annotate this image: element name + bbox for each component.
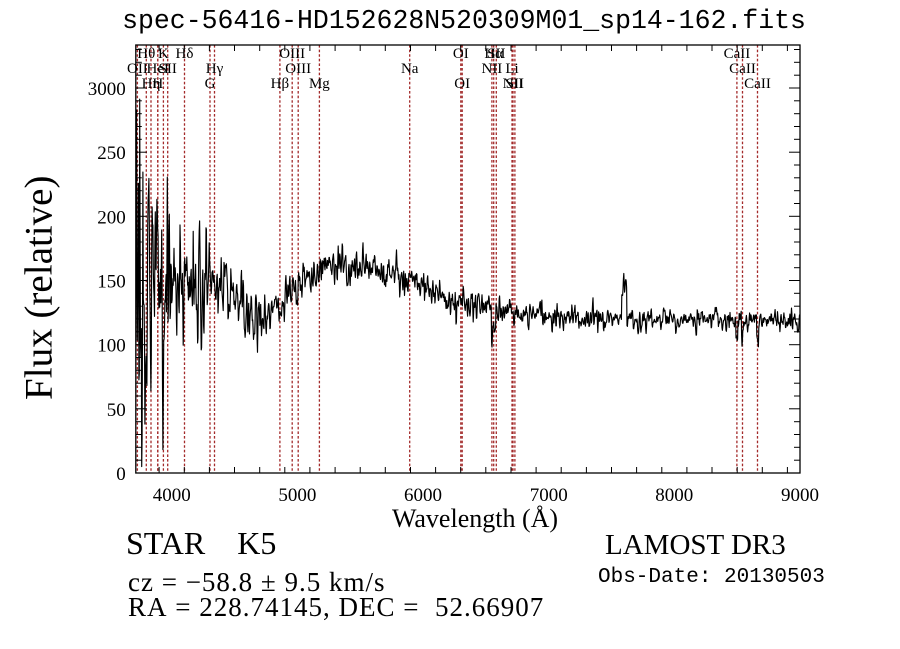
svg-text:Li: Li (505, 61, 518, 77)
svg-text:SII: SII (506, 76, 524, 92)
svg-text:SII: SII (159, 61, 177, 77)
svg-text:OII: OII (127, 61, 148, 77)
svg-text:Hβ: Hβ (271, 76, 289, 92)
svg-text:8000: 8000 (655, 485, 693, 506)
svg-text:250: 250 (97, 143, 126, 164)
svg-text:5000: 5000 (278, 485, 316, 506)
svg-text:K: K (158, 46, 169, 62)
svg-text:OI: OI (454, 76, 470, 92)
svg-text:CaII: CaII (744, 76, 771, 92)
svg-text:Hθ: Hθ (137, 46, 155, 62)
svg-text:G: G (205, 76, 216, 92)
svg-text:200: 200 (97, 207, 126, 228)
svg-text:7000: 7000 (530, 485, 568, 506)
svg-text:CaII: CaII (729, 61, 756, 77)
svg-text:Na: Na (401, 61, 419, 77)
svg-text:H: H (152, 76, 163, 92)
svg-text:Mg: Mg (309, 76, 330, 92)
svg-text:50: 50 (107, 400, 126, 421)
svg-text:9000: 9000 (781, 485, 819, 506)
svg-text:Hγ: Hγ (206, 61, 224, 77)
svg-text:SII: SII (487, 46, 505, 62)
svg-text:6000: 6000 (404, 485, 442, 506)
svg-text:4000: 4000 (153, 485, 191, 506)
svg-text:150: 150 (97, 272, 126, 293)
svg-text:3000: 3000 (88, 79, 126, 100)
svg-text:0: 0 (116, 464, 126, 485)
svg-text:100: 100 (97, 336, 126, 357)
svg-text:NII: NII (481, 61, 502, 77)
svg-text:OIII: OIII (285, 61, 311, 77)
svg-text:OIII: OIII (279, 46, 305, 62)
